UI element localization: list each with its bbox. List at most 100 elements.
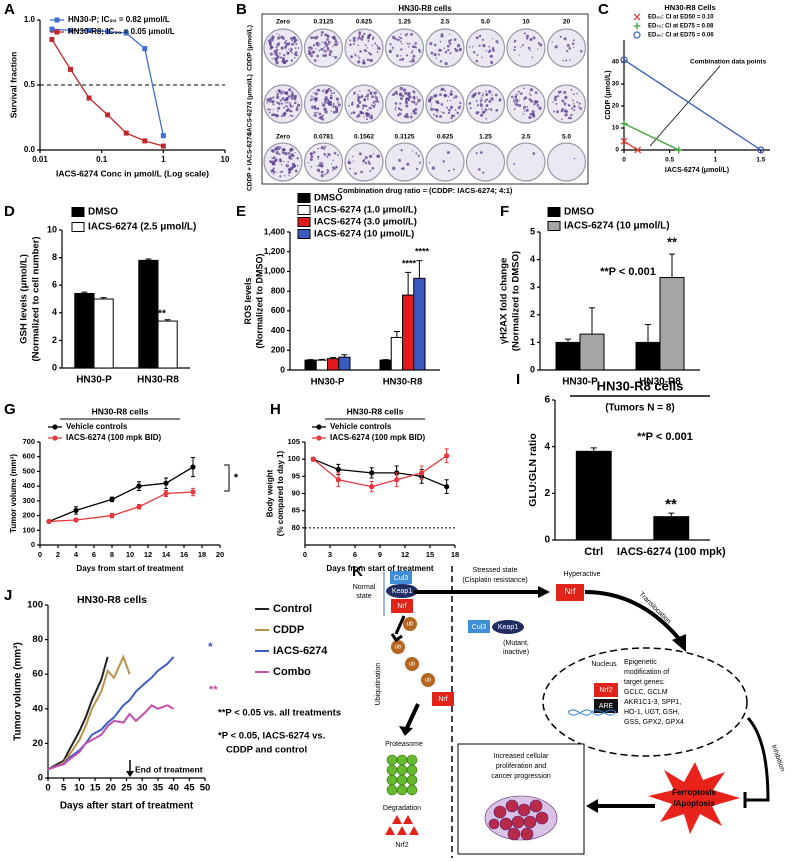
data-point xyxy=(444,453,450,459)
colony xyxy=(337,103,341,107)
colony xyxy=(290,59,294,62)
colony xyxy=(442,88,445,91)
colony xyxy=(309,158,313,162)
data-point xyxy=(142,138,148,144)
colony xyxy=(353,92,356,95)
legend-label: IACS-6274 (100 mpk BID) xyxy=(330,433,425,442)
colony xyxy=(285,102,287,104)
column-label: 0.3125 xyxy=(314,19,334,26)
label: Nrf xyxy=(565,587,576,596)
colony xyxy=(486,98,489,101)
legend-swatch xyxy=(71,207,85,217)
y-tick-label: 500 xyxy=(22,466,35,475)
colony xyxy=(349,39,352,42)
colony xyxy=(350,102,354,106)
colony xyxy=(556,94,560,98)
colony xyxy=(332,159,334,161)
colony xyxy=(523,105,526,109)
colony xyxy=(565,110,569,113)
y-tick-label: 20 xyxy=(32,738,43,749)
label: ARE xyxy=(599,703,614,710)
ferroptosis-burst xyxy=(648,762,740,834)
colony xyxy=(432,108,435,110)
fragments xyxy=(385,815,419,835)
colony xyxy=(369,116,374,120)
colony xyxy=(554,95,558,99)
colony xyxy=(531,113,535,116)
chart-title: HN30-R8 cells xyxy=(597,378,684,393)
y-tick-label: 2 xyxy=(530,309,535,319)
x-tick-label: 6 xyxy=(92,550,96,559)
colony xyxy=(456,44,461,48)
colony xyxy=(490,108,493,111)
annotation: ** xyxy=(665,496,677,513)
label: Stressed state xyxy=(473,567,518,574)
colony xyxy=(275,151,279,155)
x-axis-label: Days from start of treatment xyxy=(326,564,433,573)
bar xyxy=(390,336,403,371)
ubiquitin-chain: ub ub ub ub xyxy=(391,617,435,687)
colony xyxy=(363,98,367,102)
panel-letter: J xyxy=(4,587,12,604)
colony xyxy=(459,47,462,51)
colony xyxy=(281,148,285,152)
colony xyxy=(518,104,522,108)
colony xyxy=(276,43,280,47)
chart-title: HN30-R8 Cells xyxy=(664,3,715,12)
data-point xyxy=(105,29,111,35)
colony xyxy=(277,89,280,91)
x-tick-label: 5 xyxy=(61,783,67,794)
inhibition-line xyxy=(743,716,770,808)
colony xyxy=(285,39,288,42)
pathway-diagram: K Normal state Cul3 Keap1 Nrf ub ub ub u… xyxy=(352,563,786,858)
colony xyxy=(284,45,287,49)
colony xyxy=(370,59,373,62)
legend-label: ED₇₅: CI at ED75 = 0.08 xyxy=(648,24,714,30)
colony xyxy=(447,111,451,115)
colony xyxy=(284,151,288,156)
colony xyxy=(415,46,418,49)
colony xyxy=(294,94,298,98)
colony xyxy=(331,163,333,165)
colony xyxy=(270,169,274,173)
colony xyxy=(440,103,444,106)
y-tick-label: 800 xyxy=(271,285,285,295)
colony xyxy=(324,110,328,114)
colony xyxy=(329,103,333,107)
colony xyxy=(281,57,286,61)
data-point xyxy=(634,146,642,154)
x-tick-label: 10 xyxy=(74,783,85,794)
colony xyxy=(379,48,381,50)
colony xyxy=(392,166,396,171)
colony xyxy=(563,110,566,113)
annotation: CDDP and control xyxy=(226,745,307,756)
colony xyxy=(560,118,563,121)
colony xyxy=(430,103,433,105)
colony xyxy=(475,111,479,115)
colony xyxy=(417,154,420,157)
colony xyxy=(375,96,378,100)
colony xyxy=(310,36,314,40)
bar xyxy=(315,359,328,371)
colony xyxy=(471,94,475,98)
colony xyxy=(572,104,576,108)
colony xyxy=(352,111,356,115)
colony xyxy=(287,161,290,163)
data-point xyxy=(86,27,92,33)
legend-swatch xyxy=(71,222,85,232)
colony xyxy=(361,95,363,97)
colony xyxy=(457,106,461,110)
colony xyxy=(286,105,289,108)
colony xyxy=(562,59,564,62)
colony xyxy=(297,47,300,49)
colony xyxy=(415,167,419,171)
colony xyxy=(373,91,377,95)
colony xyxy=(323,153,327,156)
column-label: Zero xyxy=(276,19,290,26)
colony xyxy=(448,39,451,43)
colony xyxy=(476,54,479,56)
colony xyxy=(312,151,316,154)
row-label: IACS-6274 (μmol/L) xyxy=(247,74,254,134)
colony xyxy=(483,111,486,114)
colony xyxy=(533,103,536,106)
